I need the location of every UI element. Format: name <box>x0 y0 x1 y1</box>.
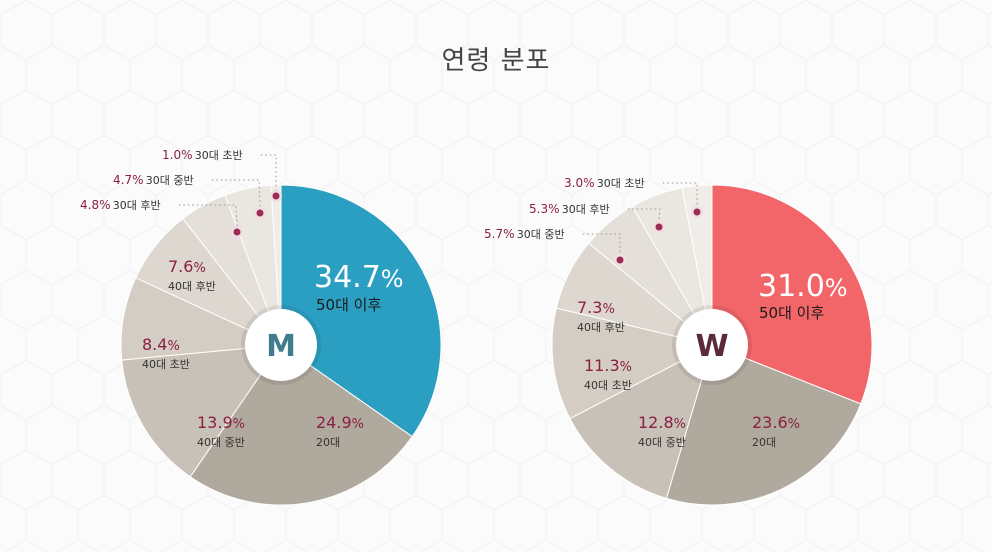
center-gender-label: M <box>266 329 296 364</box>
pie-slices <box>551 184 873 506</box>
pie-slice-20대 <box>189 344 413 506</box>
slice-label: 40대 초반 <box>142 358 190 371</box>
slice-percent: 3.0% <box>564 176 595 190</box>
slice-label: 40대 초반 <box>584 379 632 392</box>
marker-dot <box>233 228 241 236</box>
slice-label-50대-이후: 34.7%50대 이후 <box>314 260 404 314</box>
slice-percent: 8.4% <box>142 335 180 354</box>
marker-dot <box>693 208 701 216</box>
callout-30대-후반: 4.8% 30대 후반 <box>80 198 243 238</box>
slice-label: 50대 이후 <box>316 296 381 314</box>
callout-30대-초반: 3.0% 30대 초반 <box>564 176 703 218</box>
slice-label-50대-이후: 31.0%50대 이후 <box>758 269 848 322</box>
slice-label-40대-초반: 8.4% 40대 초반 <box>142 335 190 371</box>
slice-label: 30대 후반 <box>562 203 610 216</box>
leader-line <box>260 154 277 190</box>
slice-label: 40대 후반 <box>577 321 625 334</box>
pie-slice-40대-초반 <box>120 277 283 361</box>
slice-label-40대-초반: 11.3% 40대 초반 <box>584 356 632 392</box>
pie-slice-40대-중반 <box>569 344 713 499</box>
slice-label: 50대 이후 <box>759 304 824 322</box>
slice-percent: 12.8% <box>638 413 686 432</box>
slice-label: 20대 <box>752 436 776 449</box>
pie-slices <box>120 184 442 506</box>
marker-dot <box>256 209 264 217</box>
slice-percent: 5.7% <box>484 227 515 241</box>
slice-label-40대-중반: 12.8% 40대 중반 <box>638 413 686 449</box>
callout-30대-중반: 5.7% 30대 중반 <box>484 227 626 266</box>
pie-slice-50대-이후 <box>711 184 873 405</box>
slice-percent: 7.3% <box>577 298 615 317</box>
slice-label: 30대 중반 <box>146 174 194 187</box>
slice-percent: 13.9% <box>197 413 245 432</box>
callout-30대-후반: 5.3% 30대 후반 <box>529 202 665 233</box>
marker-dot <box>655 223 663 231</box>
center-circle <box>676 309 748 381</box>
callout-30대-초반: 1.0% 30대 초반 <box>162 148 282 202</box>
slice-percent: 7.6% <box>168 257 206 276</box>
slice-label: 40대 후반 <box>168 280 216 293</box>
slice-label: 20대 <box>316 436 340 449</box>
pie-slice-40대-중반 <box>121 344 283 478</box>
slice-label: 30대 후반 <box>113 199 161 212</box>
center-circle <box>245 309 317 381</box>
leader-line <box>627 208 661 222</box>
slice-percent: 4.8% <box>80 198 111 212</box>
slice-percent: 23.6% <box>752 413 800 432</box>
leader-line <box>178 204 238 227</box>
leader-line <box>582 233 621 254</box>
slice-percent: 31.0% <box>758 269 848 304</box>
slice-percent: 11.3% <box>584 356 632 375</box>
slice-percent: 34.7% <box>314 260 404 295</box>
leader-line <box>662 182 698 206</box>
marker-dot <box>272 192 280 200</box>
slice-label-40대-후반: 7.6% 40대 후반 <box>168 257 216 293</box>
callout-30대-중반: 4.7% 30대 중반 <box>113 173 266 219</box>
slice-label: 30대 초반 <box>597 177 645 190</box>
center-gender-label: W <box>695 329 728 364</box>
slice-percent: 5.3% <box>529 202 560 216</box>
slice-label-20대: 23.6% 20대 <box>752 413 800 449</box>
slice-label: 30대 초반 <box>195 149 243 162</box>
slice-label-40대-중반: 13.9% 40대 중반 <box>197 413 245 449</box>
slice-label: 40대 중반 <box>638 436 686 449</box>
pie-slice-50대-이후 <box>280 184 442 438</box>
marker-dot <box>616 256 624 264</box>
slice-label-40대-후반: 7.3% 40대 후반 <box>577 298 625 334</box>
slice-percent: 24.9% <box>316 413 364 432</box>
page-title: 연령 분포 <box>441 46 551 76</box>
slice-percent: 1.0% <box>162 148 193 162</box>
slice-percent: 4.7% <box>113 173 144 187</box>
slice-label-20대: 24.9% 20대 <box>316 413 364 449</box>
slice-label: 40대 중반 <box>197 436 245 449</box>
pie-slice-20대 <box>665 344 862 506</box>
slice-label: 30대 중반 <box>517 228 565 241</box>
